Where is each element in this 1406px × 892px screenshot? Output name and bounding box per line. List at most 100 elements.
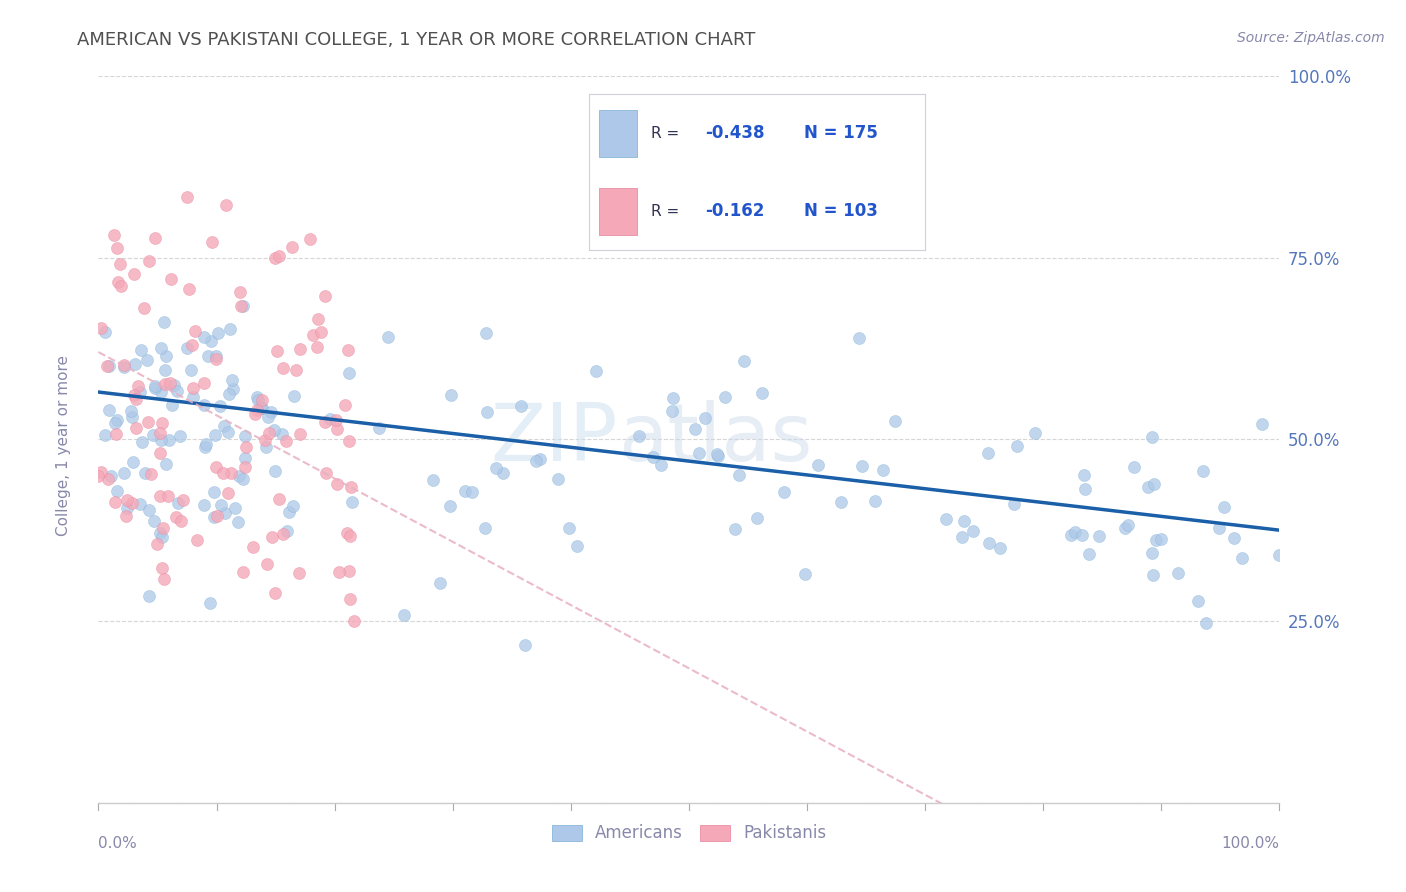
Point [131, 434, 153, 449]
Point [107, 275, 129, 289]
Point [1230, 551, 1253, 566]
Point [1144, 533, 1167, 547]
Point [105, 484, 128, 499]
Point [1167, 566, 1189, 580]
Point [339, 591, 361, 606]
Point [207, 508, 229, 523]
Point [1024, 425, 1046, 440]
Point [166, 384, 188, 398]
Point [246, 403, 269, 417]
Point [264, 586, 287, 600]
Point [208, 399, 231, 413]
Point [246, 390, 269, 404]
Point [114, 360, 136, 375]
Point [169, 429, 191, 443]
Point [1074, 483, 1097, 497]
Point [309, 325, 332, 339]
Point [143, 379, 166, 393]
Point [492, 466, 515, 480]
Point [94, 325, 117, 339]
Point [136, 415, 159, 429]
Point [159, 272, 181, 286]
Point [314, 416, 336, 430]
Point [326, 422, 349, 436]
Point [87, 469, 110, 483]
Point [1187, 593, 1209, 607]
Point [1140, 546, 1163, 560]
Point [143, 231, 166, 245]
Point [288, 566, 311, 580]
Point [276, 524, 298, 539]
Point [115, 492, 138, 507]
Point [212, 467, 235, 481]
Point [728, 467, 751, 482]
Point [204, 428, 226, 442]
Point [142, 428, 165, 442]
Text: Source: ZipAtlas.com: Source: ZipAtlas.com [1237, 31, 1385, 45]
Point [121, 495, 143, 509]
Point [307, 311, 329, 326]
Point [139, 467, 162, 481]
Point [172, 492, 194, 507]
Point [167, 496, 190, 510]
Point [950, 530, 973, 544]
Point [558, 521, 581, 535]
Point [138, 254, 160, 268]
Point [152, 521, 174, 535]
Point [290, 343, 312, 357]
Point [565, 539, 588, 553]
Point [229, 299, 252, 313]
Point [134, 466, 156, 480]
Point [104, 495, 127, 509]
Point [1073, 467, 1095, 482]
Point [485, 461, 508, 475]
Point [219, 322, 242, 336]
Point [1223, 531, 1246, 545]
Point [643, 450, 665, 465]
Point [454, 484, 477, 499]
Point [100, 468, 122, 483]
Point [217, 485, 239, 500]
Point [177, 282, 200, 296]
Point [325, 413, 347, 427]
Point [155, 349, 177, 363]
Point [266, 343, 288, 358]
Point [202, 510, 225, 524]
Point [121, 455, 143, 469]
Point [962, 524, 984, 539]
Point [256, 557, 278, 571]
Point [301, 327, 323, 342]
Point [440, 388, 463, 402]
Point [256, 410, 278, 425]
Point [745, 510, 768, 524]
Point [128, 384, 150, 399]
Point [97, 402, 120, 417]
Point [872, 463, 894, 477]
Point [706, 447, 728, 461]
Point [110, 279, 132, 293]
Point [146, 537, 169, 551]
Point [229, 285, 252, 300]
Point [529, 451, 551, 466]
Point [186, 533, 208, 547]
Point [129, 343, 152, 357]
Point [149, 341, 172, 355]
Point [340, 494, 363, 508]
Point [1150, 533, 1173, 547]
Point [368, 421, 391, 435]
Point [392, 607, 415, 622]
Point [233, 450, 256, 465]
Point [661, 391, 683, 405]
Point [439, 499, 461, 513]
Point [124, 392, 146, 406]
Point [108, 257, 131, 271]
Point [193, 330, 215, 344]
Point [181, 390, 204, 404]
Point [627, 429, 650, 443]
Point [250, 401, 273, 416]
Point [273, 527, 295, 541]
Point [1251, 417, 1274, 431]
Point [515, 638, 537, 652]
Point [90, 466, 112, 480]
Point [830, 495, 852, 509]
